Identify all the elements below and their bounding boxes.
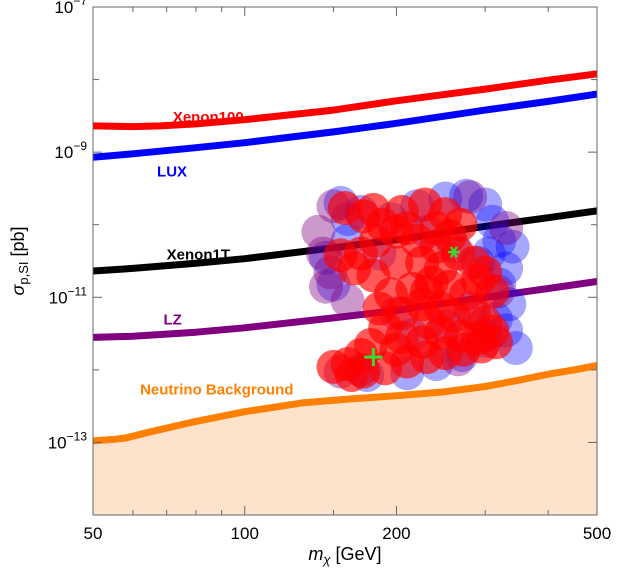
curve-labels: Xenon100 LUX Xenon1T LZ Neutrino Background <box>140 109 293 398</box>
y-tick-label-0: 10−7 <box>54 0 87 17</box>
scan-point-7-50 <box>478 325 513 360</box>
scan-point-5-30 <box>495 229 530 264</box>
scan-point-6-13 <box>453 180 488 215</box>
scan-point-7-60 <box>323 238 358 273</box>
neutrino-floor-region <box>93 365 597 515</box>
lz-label: LZ <box>163 312 181 329</box>
scan-point-6-3 <box>309 269 343 304</box>
y-tick-label-3: 10−13 <box>48 429 88 452</box>
neutrino-background-curve <box>93 362 597 445</box>
scan-point-5-8 <box>482 223 517 258</box>
y-tick-label-1: 10−9 <box>54 139 87 162</box>
xenon1t-label: Xenon1T <box>167 247 230 264</box>
scan-point-5-7 <box>475 204 510 239</box>
star-marker-0 <box>447 246 460 258</box>
scan-point-7-58 <box>410 274 444 309</box>
scan-point-7-52 <box>334 358 369 392</box>
scan-point-7-53 <box>379 332 414 367</box>
x-axis-label: mχ [GeV] <box>308 544 381 567</box>
neutrino-background-label: Neutrino Background <box>140 381 293 398</box>
x-tick-label-3: 500 <box>583 524 611 543</box>
x-tick-label-0: 50 <box>84 524 103 543</box>
xenon100-curve <box>93 70 597 131</box>
plot-frame <box>92 6 598 516</box>
x-tick-label-1: 100 <box>231 524 259 543</box>
scan-point-6-4 <box>330 283 365 318</box>
scan-point-7-56 <box>356 192 391 227</box>
scan-point-7-15 <box>379 245 414 280</box>
y-axis-label: σp,SI [pb] <box>8 226 31 295</box>
tick-labels: 50 100 200 500 10−7 10−9 10−11 10−13 <box>48 0 611 543</box>
lux-curve <box>93 90 597 161</box>
star-marker-arm <box>449 246 458 258</box>
scan-point-7-61 <box>475 274 510 309</box>
scan-point-6-11 <box>489 211 524 245</box>
xenon100-label: Xenon100 <box>173 109 244 126</box>
benchmark-markers <box>364 246 460 367</box>
neutrino-background-fill <box>93 365 597 515</box>
y-tick-label-2: 10−11 <box>49 284 88 307</box>
scan-point-7-55 <box>390 211 425 245</box>
lz-curve <box>93 278 597 341</box>
scan-point-7-54 <box>411 305 446 340</box>
x-tick-label-2: 200 <box>382 524 410 543</box>
scan-point-7-57 <box>419 211 454 245</box>
lux-label: LUX <box>157 164 187 181</box>
scan-point-5-6 <box>468 187 503 222</box>
limit-curves <box>93 70 597 445</box>
plus-marker-0 <box>364 348 383 367</box>
scan-point-6-0 <box>301 214 336 249</box>
scan-points <box>301 178 533 392</box>
axis-ticks <box>92 6 598 516</box>
